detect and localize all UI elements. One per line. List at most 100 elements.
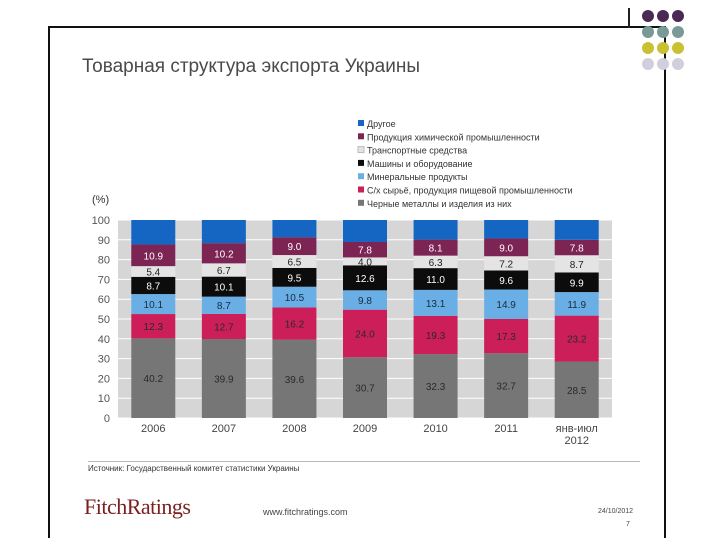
corner-dot xyxy=(672,58,684,70)
data-label: 9.8 xyxy=(358,296,372,307)
legend-swatch xyxy=(358,159,364,166)
x-tick-label: 2011 xyxy=(494,423,518,435)
website-link[interactable]: www.fitchratings.com xyxy=(263,507,348,517)
bar-segment xyxy=(343,265,387,291)
x-tick-label: 2007 xyxy=(212,423,236,435)
stacked-bar-chart: 0 10 20 30 40 50 60 70 80 90 100 (%) 40.2 12.3 10.1 8.7… xyxy=(92,119,612,447)
legend-label: Минеральные продукты xyxy=(367,172,467,182)
legend-swatch xyxy=(358,173,364,180)
data-label: 23.2 xyxy=(567,335,587,346)
corner-dot xyxy=(672,26,684,38)
page-number: 7 xyxy=(626,521,630,528)
bar-segment xyxy=(484,220,529,239)
x-tick-label: 2009 xyxy=(353,423,377,435)
bar-segment xyxy=(272,339,317,418)
bar-segment xyxy=(343,309,387,358)
bar-segment xyxy=(413,239,458,256)
slide-title: Товарная структура экспорта Украины xyxy=(82,56,421,77)
corner-dot xyxy=(657,10,669,22)
data-label: 9.0 xyxy=(287,242,301,253)
legend-swatch xyxy=(358,133,364,140)
source-divider xyxy=(88,461,640,462)
bar-segment xyxy=(272,237,317,256)
corner-dot xyxy=(657,42,669,54)
y-tick-label: 60 xyxy=(98,294,110,306)
data-label: 19.3 xyxy=(426,331,446,342)
data-label: 10.9 xyxy=(144,251,164,262)
bar-segment xyxy=(201,313,246,339)
slide-date: 24/10/2012 xyxy=(598,508,634,515)
data-label: 39.9 xyxy=(214,374,234,385)
bar-segment xyxy=(413,315,458,355)
data-label: 9.0 xyxy=(499,243,513,254)
data-label: 9.5 xyxy=(287,273,301,284)
corner-dot xyxy=(672,10,684,22)
y-tick-label: 10 xyxy=(98,393,110,405)
bar-segment xyxy=(413,255,458,269)
data-label: 32.7 xyxy=(496,382,516,393)
legend-swatch xyxy=(358,186,364,193)
bar-segment xyxy=(131,314,176,339)
bar-segment xyxy=(272,267,317,287)
bar-segment xyxy=(484,353,529,418)
legend-label: Черные металлы и изделия из них xyxy=(367,199,512,209)
bar-segment xyxy=(201,338,246,418)
fitch-ratings-logo: FitchRatings xyxy=(84,494,191,519)
data-label: 12.7 xyxy=(214,322,234,333)
data-label: 39.6 xyxy=(285,375,305,386)
bar-segment xyxy=(554,272,599,293)
data-label: 17.3 xyxy=(496,332,516,343)
data-label: 24.0 xyxy=(355,329,375,340)
legend-swatch xyxy=(357,146,365,154)
bar-segment xyxy=(484,238,529,257)
bar-segment xyxy=(343,241,387,258)
bar-segment xyxy=(343,257,387,266)
bar-segment xyxy=(484,270,529,290)
data-label: 28.5 xyxy=(567,386,587,397)
bar-segment xyxy=(201,276,246,297)
y-tick-label: 20 xyxy=(98,373,110,385)
data-label: 9.9 xyxy=(570,278,584,289)
data-label: 6.7 xyxy=(217,266,231,277)
bar-segment xyxy=(201,296,246,314)
x-tick-label: 2010 xyxy=(423,423,447,435)
bar-segment xyxy=(413,220,458,240)
y-tick-label: 40 xyxy=(98,334,110,346)
bar-segment xyxy=(201,243,246,264)
bar-segment xyxy=(343,290,387,310)
bar-segment xyxy=(554,292,599,316)
corner-dot xyxy=(642,10,654,22)
data-label: 9.6 xyxy=(499,276,513,287)
data-label: 8.7 xyxy=(217,301,231,312)
bar-segment xyxy=(131,338,176,418)
data-label: 11.9 xyxy=(567,300,586,311)
bar-segment xyxy=(554,315,599,362)
data-label: 6.3 xyxy=(429,258,443,269)
bar-segment xyxy=(554,255,599,273)
bar-segment xyxy=(131,276,176,295)
data-label: 7.2 xyxy=(499,259,513,270)
legend-label: Машины и оборудование xyxy=(367,159,473,169)
legend-label: Другое xyxy=(367,119,396,129)
data-label: 12.3 xyxy=(144,322,164,333)
data-label: 16.2 xyxy=(285,320,305,331)
data-label: 13.1 xyxy=(426,299,446,310)
decorative-dots xyxy=(642,10,684,70)
x-tick-label: 2008 xyxy=(282,423,306,435)
data-label: 6.5 xyxy=(287,257,301,268)
data-label: 8.7 xyxy=(146,281,160,292)
source-note: Источник: Государственный комитет статис… xyxy=(88,464,300,473)
bar-segment xyxy=(272,286,317,308)
legend-label: С/х сырьё, продукция пищевой промышленно… xyxy=(367,186,573,196)
data-label: 5.4 xyxy=(146,267,160,278)
bar-segment xyxy=(131,266,176,277)
bar-segment xyxy=(131,294,176,315)
bar-segment xyxy=(201,220,246,244)
data-label: 32.3 xyxy=(426,382,446,393)
legend-swatch xyxy=(358,120,364,126)
data-label: 11.0 xyxy=(426,275,445,286)
data-label: 4.0 xyxy=(358,257,372,268)
y-tick-label: 80 xyxy=(98,255,110,267)
data-label: 40.2 xyxy=(144,374,164,385)
data-label: 30.7 xyxy=(355,384,375,395)
